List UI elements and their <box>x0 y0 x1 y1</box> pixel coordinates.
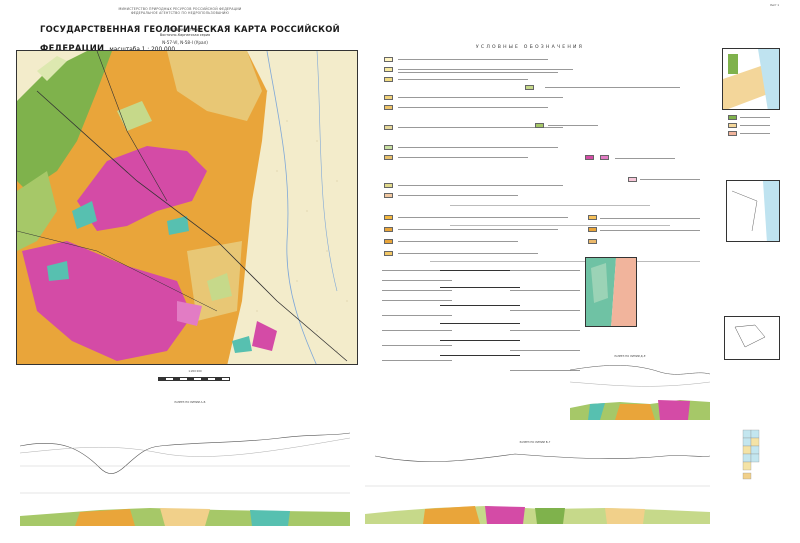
inset-map-1 <box>722 48 780 110</box>
legend-swatch <box>588 239 597 244</box>
legend <box>360 55 705 380</box>
geological-map <box>16 50 358 365</box>
legend-swatch <box>384 145 393 150</box>
inset-2-canvas <box>727 181 779 241</box>
sheet-number: N-57-VI, N-58-I (Урал) <box>162 40 208 45</box>
legend-swatch <box>525 85 534 90</box>
legend-swatch <box>384 227 393 232</box>
map-title: ГОСУДАРСТВЕННАЯ ГЕОЛОГИЧЕСКАЯ КАРТА РОСС… <box>40 24 340 53</box>
cross-section-left-canvas <box>19 432 351 526</box>
inset-1-legend <box>728 115 778 145</box>
legend-swatch <box>384 155 393 160</box>
cross-section-middle-canvas <box>365 453 711 524</box>
cross-section-right <box>569 360 711 430</box>
legend-swatch <box>585 155 594 160</box>
legend-swatch <box>588 215 597 220</box>
scale-label: 1:200 000 <box>188 370 202 373</box>
profile-right-title: РАЗРЕЗ ПО ЛИНИИ Д–Е <box>614 355 646 358</box>
legend-heading: УСЛОВНЫЕ ОБОЗНАЧЕНИЯ <box>475 45 585 50</box>
sheet-index <box>735 425 765 495</box>
cross-section-left <box>19 408 351 533</box>
inset-canvas <box>586 258 636 326</box>
legend-swatch <box>384 105 393 110</box>
ministry-line-1: МИНИСТЕРСТВО ПРИРОДНЫХ РЕСУРСОВ РОССИЙСК… <box>118 7 242 11</box>
edition: Издание второе <box>168 27 202 32</box>
inset-map-2 <box>726 180 780 242</box>
legend-swatch <box>384 57 393 62</box>
legend-swatch <box>535 123 544 128</box>
legend-swatch <box>384 67 393 72</box>
map-canvas <box>17 51 357 364</box>
series: Восточно-Карпатская серия <box>159 33 211 37</box>
legend-swatch <box>384 215 393 220</box>
sheet-index-canvas <box>742 429 760 480</box>
inset-tectonic-map <box>585 257 637 327</box>
legend-swatch <box>384 239 393 244</box>
corner-note: Лист 1 <box>770 4 780 7</box>
legend-swatch <box>384 125 393 130</box>
legend-swatch <box>600 155 609 160</box>
cross-section-right-canvas <box>569 365 711 420</box>
legend-swatch <box>384 251 393 256</box>
legend-swatch <box>588 227 597 232</box>
legend-swatch <box>384 183 393 188</box>
legend-swatch <box>384 193 393 198</box>
inset-3-canvas <box>725 317 779 359</box>
cross-section-middle <box>365 446 711 531</box>
profile-left-title: РАЗРЕЗ ПО ЛИНИИ А–Б <box>174 401 206 404</box>
inset-1-canvas <box>723 49 779 109</box>
scale-bar <box>158 377 230 381</box>
legend-swatch <box>384 95 393 100</box>
legend-swatch <box>628 177 637 182</box>
profile-middle-title: РАЗРЕЗ ПО ЛИНИИ В–Г <box>519 441 551 444</box>
ministry-line-2: ФЕДЕРАЛЬНОЕ АГЕНТСТВО ПО НЕДРОПОЛЬЗОВАНИ… <box>130 11 230 15</box>
legend-swatch <box>384 77 393 82</box>
inset-map-3 <box>724 316 780 360</box>
